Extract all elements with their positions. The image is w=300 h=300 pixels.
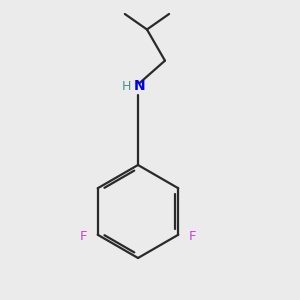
Text: F: F: [189, 230, 196, 243]
Text: N: N: [134, 79, 145, 93]
Text: F: F: [80, 230, 87, 243]
Text: H: H: [122, 80, 131, 93]
